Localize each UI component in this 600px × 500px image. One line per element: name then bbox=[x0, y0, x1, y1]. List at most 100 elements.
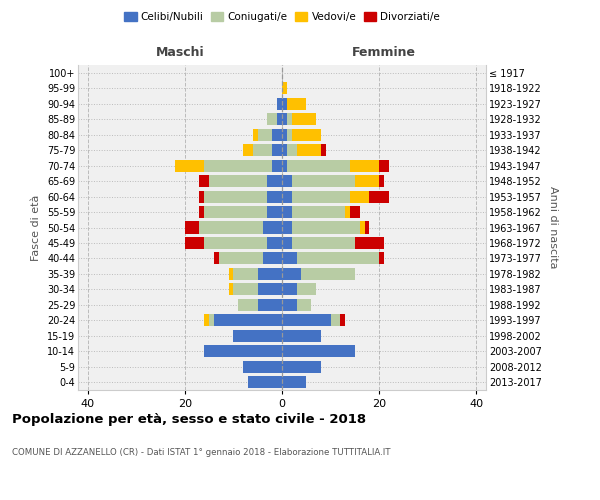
Bar bbox=[379, 160, 389, 172]
Y-axis label: Anni di nascita: Anni di nascita bbox=[548, 186, 559, 269]
Bar bbox=[229, 284, 233, 296]
Bar bbox=[292, 206, 345, 218]
Bar bbox=[345, 206, 350, 218]
Bar bbox=[282, 268, 301, 280]
Bar bbox=[292, 113, 316, 125]
Bar bbox=[199, 206, 204, 218]
Bar bbox=[360, 222, 365, 234]
Bar bbox=[272, 144, 282, 156]
Bar bbox=[282, 361, 321, 373]
Bar bbox=[331, 314, 340, 326]
Bar bbox=[296, 144, 321, 156]
Bar bbox=[258, 284, 282, 296]
Text: COMUNE DI AZZANELLO (CR) - Dati ISTAT 1° gennaio 2018 - Elaborazione TUTTITALIA.: COMUNE DI AZZANELLO (CR) - Dati ISTAT 1°… bbox=[12, 448, 391, 457]
Bar bbox=[204, 160, 272, 172]
Bar bbox=[253, 128, 258, 140]
Bar bbox=[282, 330, 321, 342]
Bar bbox=[292, 222, 360, 234]
Bar bbox=[379, 175, 384, 187]
Bar bbox=[209, 175, 268, 187]
Text: Maschi: Maschi bbox=[155, 46, 205, 59]
Bar bbox=[282, 82, 287, 94]
Bar bbox=[355, 175, 379, 187]
Bar bbox=[282, 376, 306, 388]
Bar bbox=[292, 175, 355, 187]
Bar bbox=[282, 237, 292, 249]
Bar bbox=[321, 144, 326, 156]
Bar bbox=[350, 206, 360, 218]
Bar bbox=[268, 206, 282, 218]
Bar bbox=[282, 284, 296, 296]
Bar bbox=[292, 237, 355, 249]
Bar bbox=[350, 160, 379, 172]
Bar bbox=[263, 252, 282, 264]
Bar bbox=[296, 252, 379, 264]
Bar bbox=[287, 144, 296, 156]
Bar bbox=[282, 128, 287, 140]
Bar bbox=[355, 237, 384, 249]
Bar bbox=[258, 299, 282, 311]
Bar bbox=[287, 113, 292, 125]
Bar bbox=[219, 252, 263, 264]
Bar bbox=[301, 268, 355, 280]
Bar bbox=[340, 314, 345, 326]
Bar bbox=[233, 330, 282, 342]
Text: Popolazione per età, sesso e stato civile - 2018: Popolazione per età, sesso e stato civil… bbox=[12, 412, 366, 426]
Bar bbox=[258, 268, 282, 280]
Bar bbox=[185, 237, 204, 249]
Bar bbox=[233, 268, 258, 280]
Bar bbox=[282, 206, 292, 218]
Bar bbox=[365, 222, 370, 234]
Bar bbox=[296, 299, 311, 311]
Bar bbox=[282, 175, 292, 187]
Bar bbox=[287, 98, 306, 110]
Bar bbox=[292, 190, 350, 202]
Bar bbox=[268, 237, 282, 249]
Legend: Celibi/Nubili, Coniugati/e, Vedovi/e, Divorziati/e: Celibi/Nubili, Coniugati/e, Vedovi/e, Di… bbox=[120, 8, 444, 26]
Bar bbox=[263, 222, 282, 234]
Y-axis label: Fasce di età: Fasce di età bbox=[31, 194, 41, 260]
Bar bbox=[175, 160, 204, 172]
Bar bbox=[272, 128, 282, 140]
Bar bbox=[287, 160, 350, 172]
Bar bbox=[287, 128, 292, 140]
Bar bbox=[248, 376, 282, 388]
Bar bbox=[204, 314, 209, 326]
Bar bbox=[282, 190, 292, 202]
Bar bbox=[379, 252, 384, 264]
Bar bbox=[204, 237, 268, 249]
Bar bbox=[282, 314, 331, 326]
Bar bbox=[204, 190, 268, 202]
Bar bbox=[370, 190, 389, 202]
Bar bbox=[204, 206, 268, 218]
Bar bbox=[258, 128, 272, 140]
Bar bbox=[268, 113, 277, 125]
Bar bbox=[243, 361, 282, 373]
Bar bbox=[214, 252, 219, 264]
Bar bbox=[229, 268, 233, 280]
Bar bbox=[350, 190, 370, 202]
Text: Femmine: Femmine bbox=[352, 46, 416, 59]
Bar bbox=[282, 160, 287, 172]
Bar bbox=[282, 144, 287, 156]
Bar bbox=[253, 144, 272, 156]
Bar bbox=[277, 113, 282, 125]
Bar bbox=[268, 190, 282, 202]
Bar bbox=[282, 98, 287, 110]
Bar bbox=[199, 175, 209, 187]
Bar bbox=[233, 284, 258, 296]
Bar bbox=[282, 113, 287, 125]
Bar bbox=[268, 175, 282, 187]
Bar bbox=[199, 190, 204, 202]
Bar bbox=[199, 222, 263, 234]
Bar bbox=[204, 346, 282, 358]
Bar bbox=[243, 144, 253, 156]
Bar bbox=[277, 98, 282, 110]
Bar bbox=[282, 222, 292, 234]
Bar bbox=[296, 284, 316, 296]
Bar bbox=[292, 128, 321, 140]
Bar bbox=[185, 222, 199, 234]
Bar bbox=[282, 346, 355, 358]
Bar bbox=[282, 299, 296, 311]
Bar bbox=[238, 299, 258, 311]
